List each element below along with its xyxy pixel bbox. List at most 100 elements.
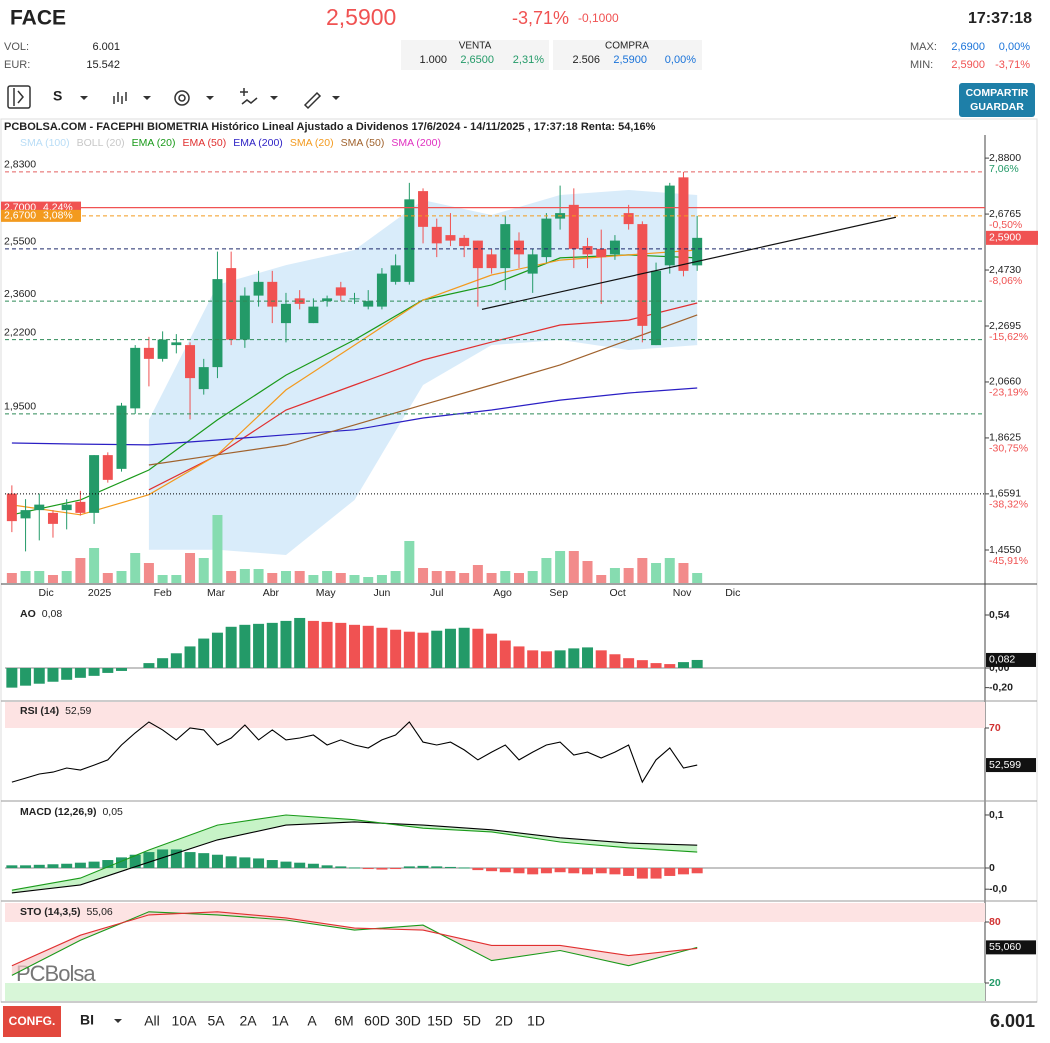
config-button[interactable] bbox=[3, 1006, 61, 1037]
indicators-button[interactable] bbox=[240, 88, 258, 105]
volume-bar bbox=[527, 571, 538, 583]
ao-bar bbox=[472, 628, 484, 669]
panel-value: 0,05 bbox=[102, 806, 123, 818]
range-button[interactable]: A bbox=[307, 1013, 317, 1029]
range-button[interactable]: 1A bbox=[271, 1013, 289, 1029]
share-button[interactable] bbox=[959, 83, 1035, 117]
macd-bar bbox=[143, 852, 155, 868]
macd-bar bbox=[623, 867, 635, 876]
range-button[interactable]: 5A bbox=[207, 1013, 225, 1029]
panel-button[interactable] bbox=[7, 85, 31, 109]
y-tick-label: 20 bbox=[989, 977, 1001, 989]
ao-bar bbox=[184, 646, 196, 669]
macd-bar bbox=[595, 867, 607, 874]
macd-bar bbox=[677, 867, 689, 875]
chart-title: PCBOLSA.COM - FACEPHI BIOMETRIA Históric… bbox=[4, 121, 656, 133]
eur-label: EUR: bbox=[4, 59, 30, 71]
current-badge bbox=[986, 940, 1036, 955]
candle-body bbox=[102, 455, 113, 480]
min-label: MIN: bbox=[910, 59, 933, 71]
draw-button[interactable] bbox=[303, 91, 322, 110]
macd-bar bbox=[417, 865, 429, 868]
compra-price: 2,5900 bbox=[613, 54, 647, 66]
volume-bar bbox=[582, 561, 593, 583]
volume-bar bbox=[472, 565, 483, 583]
volume-bar bbox=[363, 577, 374, 583]
macd-bar bbox=[568, 867, 580, 874]
ao-bar bbox=[211, 632, 223, 669]
ao-bar bbox=[170, 653, 182, 669]
settings-button[interactable] bbox=[174, 90, 190, 106]
candle-body bbox=[198, 367, 209, 390]
compra-label: COMPRA bbox=[605, 41, 649, 52]
volume-bar bbox=[226, 571, 237, 583]
volume-bar bbox=[459, 573, 470, 583]
y-tick-label: 80 bbox=[989, 916, 1001, 928]
scale[interactable]: BI bbox=[80, 1012, 94, 1028]
ao-bar bbox=[582, 647, 594, 669]
ao-bar bbox=[280, 620, 292, 669]
macd-bar bbox=[609, 867, 621, 875]
range-button[interactable]: 2A bbox=[239, 1013, 257, 1029]
macd-bar bbox=[102, 860, 114, 868]
level-change: 3,08% bbox=[43, 210, 73, 222]
volume-bar bbox=[34, 571, 45, 583]
volume-bar bbox=[157, 575, 168, 583]
time: 17:37:18 bbox=[968, 10, 1032, 27]
volume-bar bbox=[404, 541, 415, 583]
macd-bar bbox=[88, 861, 100, 868]
macd-bar bbox=[362, 867, 374, 870]
current-badge bbox=[986, 652, 1036, 667]
candle-body bbox=[431, 226, 442, 244]
range-button[interactable]: 30D bbox=[395, 1013, 421, 1029]
range-button[interactable]: All bbox=[144, 1013, 160, 1029]
range-button[interactable]: 60D bbox=[364, 1013, 390, 1029]
volume-bar bbox=[322, 571, 333, 583]
range-button[interactable]: 15D bbox=[427, 1013, 453, 1029]
macd-bar bbox=[513, 867, 525, 874]
candle-body bbox=[623, 213, 634, 225]
panel-title: AO bbox=[20, 608, 36, 620]
ao-bar bbox=[554, 650, 566, 669]
macd-bar bbox=[170, 849, 182, 868]
venta-box bbox=[401, 40, 549, 70]
panel-title: MACD (12,26,9) bbox=[20, 806, 96, 818]
venta-pct: 2,31% bbox=[513, 54, 544, 66]
venta-price: 2,6500 bbox=[460, 54, 494, 66]
range-button[interactable]: 6M bbox=[334, 1013, 353, 1029]
candle-body bbox=[171, 342, 182, 346]
range-button[interactable]: 2D bbox=[495, 1013, 513, 1029]
ao-bar bbox=[239, 624, 251, 669]
macd-bar bbox=[431, 866, 443, 868]
line bbox=[11, 254, 698, 516]
candle-body bbox=[226, 268, 237, 340]
macd-bar bbox=[472, 867, 484, 871]
candle-body bbox=[472, 240, 483, 269]
zone-band bbox=[5, 702, 985, 728]
range-button[interactable]: 1D bbox=[527, 1013, 545, 1029]
candle-body bbox=[390, 265, 401, 282]
ao-bar bbox=[636, 660, 648, 669]
config-label: CONFG. bbox=[9, 1014, 56, 1028]
trendline bbox=[481, 216, 897, 310]
ao-bar bbox=[74, 668, 86, 678]
line bbox=[11, 821, 698, 894]
volume-bar bbox=[280, 571, 291, 583]
volume-bar bbox=[61, 571, 72, 583]
volume-bar bbox=[253, 569, 264, 583]
legend-entry: EMA (50) bbox=[182, 137, 226, 149]
panel-value: 0,08 bbox=[42, 608, 63, 620]
y-tick-label: -0,20 bbox=[989, 681, 1013, 693]
macd-bar bbox=[321, 865, 333, 868]
ao-bar bbox=[6, 668, 18, 688]
candles-button[interactable] bbox=[113, 92, 127, 104]
range-button[interactable]: 10A bbox=[172, 1013, 198, 1029]
candle-body bbox=[527, 254, 538, 274]
x-tick-label: Jun bbox=[373, 587, 390, 599]
candle-body bbox=[34, 504, 45, 511]
range-button[interactable]: 5D bbox=[463, 1013, 481, 1029]
period[interactable]: S bbox=[53, 88, 62, 104]
candle-body bbox=[445, 235, 456, 241]
candle-body bbox=[308, 306, 319, 324]
volume-bar bbox=[89, 548, 100, 583]
